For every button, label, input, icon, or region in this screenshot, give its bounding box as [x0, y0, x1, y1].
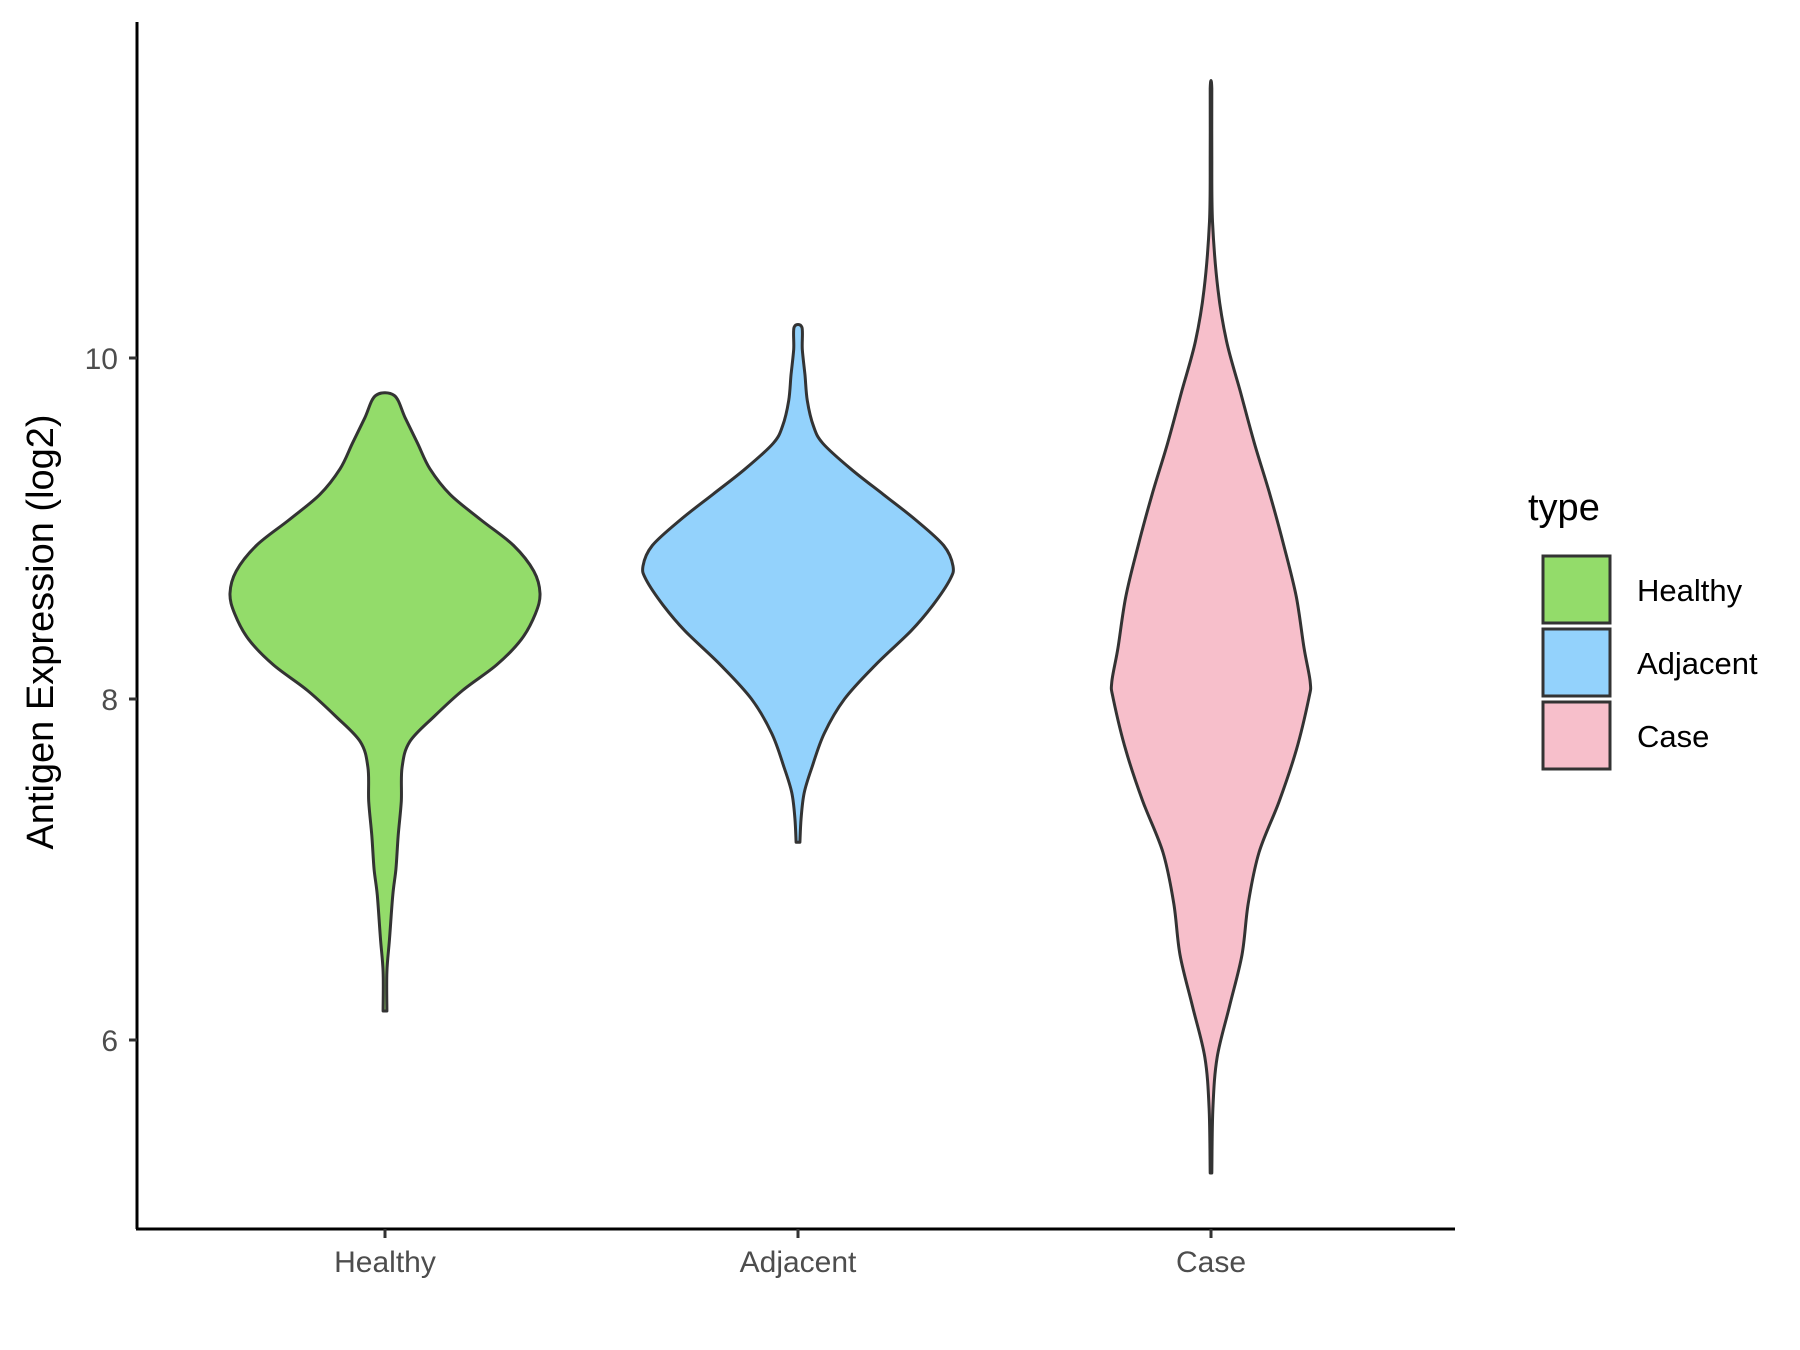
y-tick-label: 8 [101, 684, 118, 717]
y-tick-label: 6 [101, 1025, 118, 1058]
legend-key-adjacent [1541, 627, 1612, 698]
y-ticks: 6 8 10 [85, 343, 137, 1058]
y-tick-label: 10 [85, 343, 118, 376]
x-tick-label-adjacent: Adjacent [740, 1246, 857, 1279]
y-axis-title: Antigen Expression (log2) [20, 414, 62, 849]
legend-label-adjacent: Adjacent [1637, 646, 1758, 681]
legend-key-case [1541, 700, 1612, 771]
x-tick-label-healthy: Healthy [334, 1246, 436, 1279]
violin-case [1109, 79, 1313, 1175]
legend-label-healthy: Healthy [1637, 573, 1743, 608]
x-tick-label-case: Case [1176, 1246, 1246, 1279]
legend-key-healthy [1541, 554, 1612, 625]
violin-healthy [228, 391, 542, 1013]
violins-layer [228, 79, 1313, 1175]
legend: type Healthy Adjacent Case [1528, 487, 1758, 771]
legend-label-case: Case [1637, 719, 1709, 754]
x-ticks: Healthy Adjacent Case [334, 1229, 1246, 1279]
legend-title: type [1528, 487, 1600, 529]
violin-adjacent [641, 323, 955, 844]
